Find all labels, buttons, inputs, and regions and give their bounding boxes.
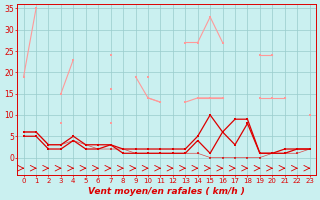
X-axis label: Vent moyen/en rafales ( km/h ): Vent moyen/en rafales ( km/h )	[88, 187, 245, 196]
